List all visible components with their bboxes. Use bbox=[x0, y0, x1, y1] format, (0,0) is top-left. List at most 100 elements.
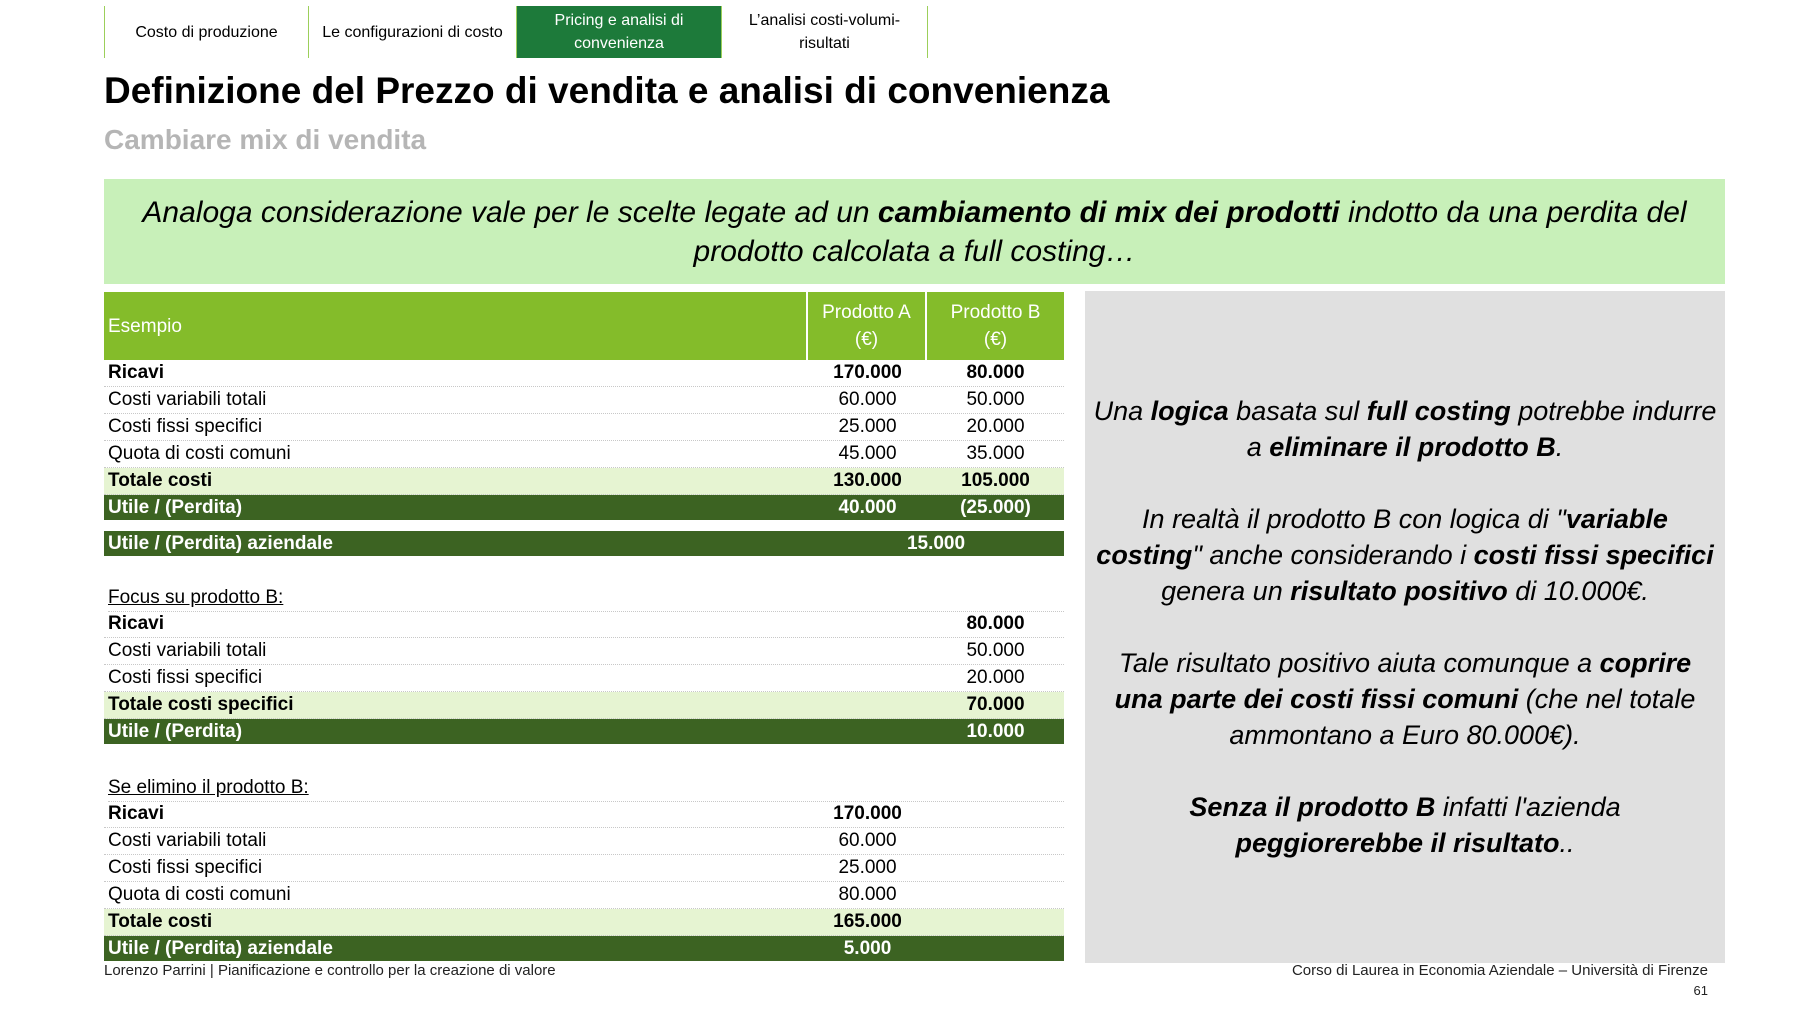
cell: 50.000 bbox=[966, 640, 1025, 661]
table-row: Totale costi 165.000 bbox=[104, 909, 1064, 936]
table-row: Utile / (Perdita) 10.000 bbox=[104, 719, 1064, 744]
section-heading: Se elimino il prodotto B: bbox=[108, 774, 1064, 802]
page-number: 61 bbox=[1693, 983, 1708, 998]
cell: 15.000 bbox=[906, 532, 966, 554]
text-run: logica bbox=[1150, 396, 1229, 426]
cell: 170.000 bbox=[833, 362, 902, 383]
subtitle: Cambiare mix di vendita bbox=[104, 124, 427, 155]
cell: 60.000 bbox=[838, 830, 897, 851]
section-heading: Focus su prodotto B: bbox=[108, 584, 1064, 612]
row-label: Costi variabili totali bbox=[108, 389, 267, 410]
cell: 5.000 bbox=[843, 937, 892, 959]
header-cell: Prodotto B (€) bbox=[950, 302, 1041, 350]
row-label: Utile / (Perdita) aziendale bbox=[108, 532, 333, 554]
text-run: In realtà il prodotto B con logica di " bbox=[1142, 504, 1566, 534]
table-row: Costi fissi specifici 25.000 bbox=[104, 855, 1064, 882]
cell: 80.000 bbox=[838, 884, 897, 905]
row-label: Costi variabili totali bbox=[108, 640, 267, 661]
paragraph: Senza il prodotto B infatti l'azienda pe… bbox=[1093, 789, 1717, 861]
row-label: Quota di costi comuni bbox=[108, 443, 291, 464]
header-cell: Prodotto A (€) bbox=[808, 292, 927, 360]
note-panel: Una logica basata sul full costing potre… bbox=[1085, 291, 1725, 963]
text-run: Tale risultato positivo aiuta comunque a bbox=[1118, 648, 1600, 678]
text-run: eliminare il prodotto B bbox=[1269, 432, 1556, 462]
cell: 70.000 bbox=[966, 694, 1025, 715]
cell: 170.000 bbox=[833, 803, 902, 824]
cell: 10.000 bbox=[966, 720, 1025, 742]
row-label: Costi fissi specifici bbox=[108, 667, 263, 688]
text-run: cambiamento di mix dei prodotti bbox=[877, 195, 1340, 229]
table-row: Quota di costi comuni 80.000 bbox=[104, 882, 1064, 909]
cell: 80.000 bbox=[966, 362, 1025, 383]
text-run: . bbox=[1555, 432, 1564, 462]
table-row: Utile / (Perdita) aziendale 15.000 bbox=[104, 531, 1064, 556]
text-run: genera un bbox=[1161, 576, 1291, 606]
cell: 45.000 bbox=[838, 443, 897, 464]
title: Definizione del Prezzo di vendita e anal… bbox=[104, 70, 1110, 111]
text-run: (che nel totale ammontano a Euro 80.000€… bbox=[1229, 684, 1696, 750]
cell: 35.000 bbox=[966, 443, 1025, 464]
cell: 20.000 bbox=[966, 667, 1025, 688]
table-row: Ricavi 170.000 80.000 bbox=[104, 360, 1064, 387]
cell: 40.000 bbox=[838, 496, 897, 518]
text-run: " anche considerando i bbox=[1192, 540, 1474, 570]
row-label: Utile / (Perdita) aziendale bbox=[108, 937, 333, 959]
text-run: variable costing bbox=[1096, 504, 1668, 570]
cell: 25.000 bbox=[838, 416, 897, 437]
row-label: Costi variabili totali bbox=[108, 830, 267, 851]
text-run: Senza il prodotto B bbox=[1189, 792, 1436, 822]
table-row: Ricavi 80.000 bbox=[104, 611, 1064, 638]
table-row: Totale costi specifici 70.000 bbox=[104, 692, 1064, 719]
row-label: Ricavi bbox=[108, 803, 164, 824]
cell: 60.000 bbox=[838, 389, 897, 410]
text-run: costi fissi specifici bbox=[1473, 540, 1714, 570]
paragraph: In realtà il prodotto B con logica di "v… bbox=[1093, 501, 1717, 609]
tab[interactable]: L’analisi costi-volumi-risultati bbox=[721, 6, 928, 58]
cell: 25.000 bbox=[838, 857, 897, 878]
table-header: Esempio Prodotto A (€) Prodotto B (€) bbox=[104, 292, 1064, 360]
paragraph: Tale risultato positivo aiuta comunque a… bbox=[1093, 645, 1717, 753]
cell: (25.000) bbox=[960, 496, 1031, 518]
table-row: Quota di costi comuni 45.000 35.000 bbox=[104, 441, 1064, 468]
table-row: Costi fissi specifici 20.000 bbox=[104, 665, 1064, 692]
paragraph: Una logica basata sul full costing potre… bbox=[1093, 393, 1717, 465]
text-run: .. bbox=[1559, 828, 1575, 858]
table-row: Costi variabili totali 50.000 bbox=[104, 638, 1064, 665]
table-row: Totale costi 130.000 105.000 bbox=[104, 468, 1064, 495]
callout-text: Analoga considerazione vale per le scelt… bbox=[124, 193, 1705, 271]
tab[interactable]: Le configurazioni di costo bbox=[308, 6, 516, 58]
text-run: Una bbox=[1093, 396, 1151, 426]
row-label: Utile / (Perdita) bbox=[108, 496, 243, 518]
row-label: Costi fissi specifici bbox=[108, 416, 263, 437]
callout: Analoga considerazione vale per le scelt… bbox=[104, 179, 1725, 284]
cell: 20.000 bbox=[966, 416, 1025, 437]
text-run: potrebbe indurre a bbox=[1246, 396, 1717, 462]
row-label: Totale costi bbox=[108, 911, 213, 932]
table-row: Costi fissi specifici 25.000 20.000 bbox=[104, 414, 1064, 441]
header-cell: Esempio bbox=[104, 292, 808, 360]
tab[interactable]: Costo di produzione bbox=[104, 6, 308, 58]
text-run: infatti l'azienda bbox=[1435, 792, 1621, 822]
text-run: risultato positivo bbox=[1290, 576, 1508, 606]
cell: 80.000 bbox=[966, 613, 1025, 634]
table-row: Costi variabili totali 60.000 50.000 bbox=[104, 387, 1064, 414]
row-label: Utile / (Perdita) bbox=[108, 720, 243, 742]
text-run: peggiorerebbe il risultato bbox=[1235, 828, 1560, 858]
text-run: indotto da una perdita del prodotto calc… bbox=[693, 195, 1687, 268]
table-row: Ricavi 170.000 bbox=[104, 801, 1064, 828]
cell: 130.000 bbox=[833, 470, 902, 491]
tab[interactable]: Pricing e analisi di convenienza bbox=[516, 6, 721, 58]
row-label: Totale costi specifici bbox=[108, 694, 294, 715]
text-run: basata sul bbox=[1228, 396, 1367, 426]
table-row: Costi variabili totali 60.000 bbox=[104, 828, 1064, 855]
row-label: Ricavi bbox=[108, 362, 164, 383]
text-run: coprire una parte dei costi fissi comuni bbox=[1114, 648, 1692, 714]
cell: 105.000 bbox=[961, 470, 1030, 491]
row-label: Totale costi bbox=[108, 470, 213, 491]
footer-left: Lorenzo Parrini | Pianificazione e contr… bbox=[104, 962, 556, 979]
table-row: Utile / (Perdita) aziendale 5.000 bbox=[104, 936, 1064, 961]
row-label: Costi fissi specifici bbox=[108, 857, 263, 878]
text-run: di 10.000€. bbox=[1507, 576, 1649, 606]
row-label: Ricavi bbox=[108, 613, 164, 634]
